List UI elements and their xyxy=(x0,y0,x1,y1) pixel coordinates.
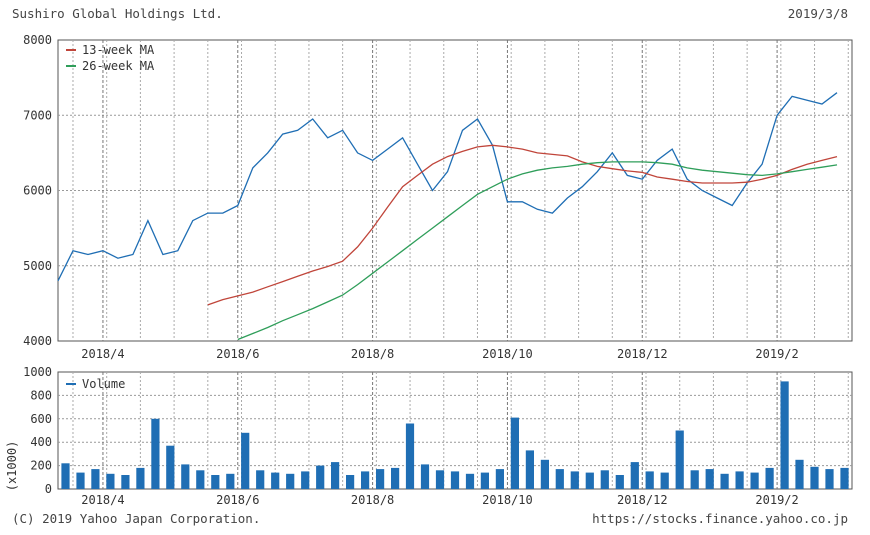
price-y-tick-label: 5000 xyxy=(23,259,52,273)
volume-bar xyxy=(91,469,100,489)
volume-bar xyxy=(361,471,370,489)
legend-label: 26-week MA xyxy=(82,59,155,73)
price-x-tick-label: 2018/12 xyxy=(617,347,668,361)
price-y-tick-label: 8000 xyxy=(23,33,52,47)
volume-x-tick-label: 2018/12 xyxy=(617,493,668,507)
price-line xyxy=(57,92,838,282)
volume-bar xyxy=(750,472,759,489)
volume-bar xyxy=(196,470,205,489)
volume-axis: 0 200 400 600 800 1000 2018/4 2018/6 2018/8 2018/… xyxy=(23,365,799,507)
volume-bar xyxy=(136,467,145,489)
legend-label: 13-week MA xyxy=(82,43,155,57)
volume-bar xyxy=(435,470,445,489)
volume-bar xyxy=(720,473,729,489)
copyright-text: (C) 2019 Yahoo Japan Corporation. xyxy=(12,511,261,526)
legend-label: Volume xyxy=(82,377,125,391)
volume-bar xyxy=(241,432,250,489)
ma13-line xyxy=(207,144,838,306)
volume-x-tick-label: 2018/8 xyxy=(351,493,394,507)
volume-bar xyxy=(765,467,774,489)
volume-y-tick-label: 1000 xyxy=(23,365,52,379)
volume-bar xyxy=(780,381,789,489)
volume-bar xyxy=(495,469,504,489)
price-y-tick-label: 4000 xyxy=(23,334,52,348)
volume-x-tick-label: 2019/2 xyxy=(755,493,798,507)
price-axis: 4000 5000 6000 7000 8000 2018/4 2018/6 2018/8 20… xyxy=(23,33,799,361)
volume-bar xyxy=(376,469,385,489)
source-url: https://stocks.finance.yahoo.co.jp xyxy=(592,511,848,526)
price-y-tick-label: 7000 xyxy=(23,108,52,122)
volume-bar xyxy=(840,467,849,489)
volume-bar xyxy=(391,467,400,489)
volume-grid xyxy=(57,371,853,490)
volume-bar xyxy=(510,417,519,489)
volume-bar xyxy=(630,462,639,489)
price-grid xyxy=(57,39,853,342)
volume-y-tick-label: 600 xyxy=(30,412,52,426)
volume-bar xyxy=(480,472,489,489)
volume-bar xyxy=(106,473,115,489)
volume-bar xyxy=(420,464,430,489)
volume-bar xyxy=(211,475,220,489)
volume-bar xyxy=(226,473,235,489)
volume-bar xyxy=(645,471,654,489)
price-x-tick-label: 2018/8 xyxy=(351,347,394,361)
volume-bar xyxy=(825,469,834,489)
volume-plot-frame xyxy=(57,371,853,490)
volume-bar xyxy=(690,470,699,489)
volume-bar xyxy=(346,475,355,489)
price-lines xyxy=(57,92,838,341)
volume-bar xyxy=(525,450,534,489)
price-y-tick-label: 6000 xyxy=(23,184,52,198)
volume-bar xyxy=(181,464,190,489)
price-x-tick-label: 2018/10 xyxy=(482,347,533,361)
volume-x-tick-label: 2018/6 xyxy=(216,493,259,507)
volume-bar xyxy=(286,473,295,489)
price-x-tick-label: 2018/6 xyxy=(216,347,259,361)
volume-bar xyxy=(570,471,579,489)
volume-bar xyxy=(76,472,85,489)
price-x-tick-label: 2019/2 xyxy=(755,347,798,361)
price-x-tick-label: 2018/4 xyxy=(81,347,124,361)
chart-title: Sushiro Global Holdings Ltd. xyxy=(12,6,223,21)
volume-y-axis-label: (x1000) xyxy=(5,441,19,492)
volume-bar xyxy=(660,472,669,489)
volume-bar xyxy=(271,472,280,489)
volume-bar xyxy=(256,470,265,489)
volume-y-tick-label: 800 xyxy=(30,388,52,402)
volume-bar xyxy=(61,463,70,489)
volume-bar xyxy=(615,475,624,489)
volume-bar xyxy=(405,423,415,489)
volume-bar xyxy=(585,472,594,489)
volume-y-tick-label: 0 xyxy=(45,482,52,496)
volume-bar xyxy=(450,471,460,489)
chart-date: 2019/3/8 xyxy=(787,6,848,21)
volume-legend: Volume xyxy=(66,377,125,391)
volume-bar xyxy=(810,466,819,489)
ma26-line xyxy=(237,161,838,341)
volume-bars xyxy=(61,381,849,490)
volume-y-tick-label: 200 xyxy=(30,459,52,473)
volume-bar xyxy=(301,471,310,489)
volume-bar xyxy=(735,471,744,489)
volume-bar xyxy=(795,459,804,490)
volume-bar xyxy=(555,469,564,489)
volume-bar xyxy=(600,470,609,489)
volume-bar xyxy=(705,469,714,489)
volume-bar xyxy=(465,473,475,489)
volume-bar xyxy=(675,430,684,489)
volume-y-tick-label: 400 xyxy=(30,435,52,449)
price-legend: 13-week MA 26-week MA xyxy=(66,43,155,73)
volume-bar xyxy=(166,445,175,489)
volume-x-tick-label: 2018/4 xyxy=(81,493,124,507)
volume-bar xyxy=(540,459,549,490)
volume-bar xyxy=(151,418,160,489)
volume-bar xyxy=(121,475,130,489)
volume-bar xyxy=(316,465,325,489)
volume-bar xyxy=(331,462,340,489)
volume-x-tick-label: 2018/10 xyxy=(482,493,533,507)
